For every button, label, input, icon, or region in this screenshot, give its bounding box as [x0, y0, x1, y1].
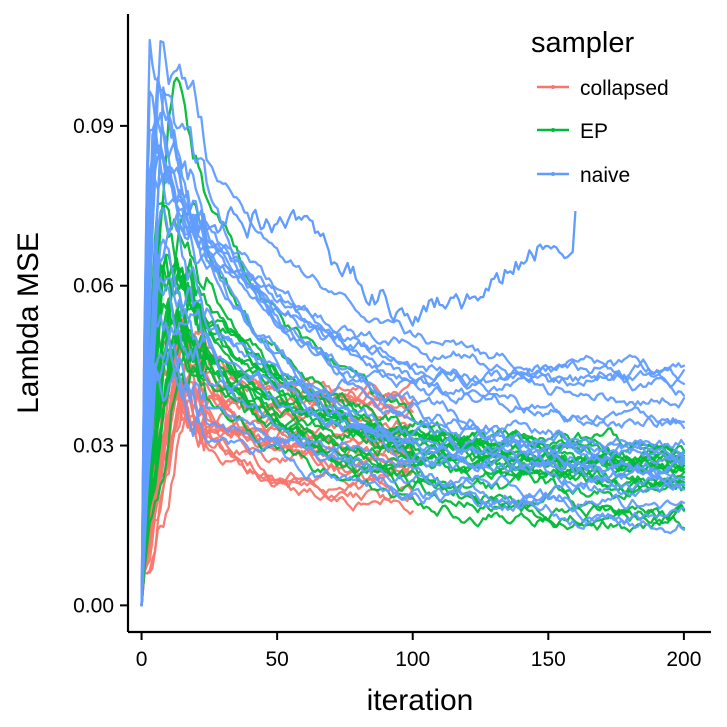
y-tick-label-0: 0.00	[73, 594, 114, 617]
legend-key-dot-ep	[551, 128, 555, 132]
series-line-naive-17	[140, 313, 686, 607]
x-tick-label-100: 100	[395, 648, 430, 671]
legend-title: sampler	[531, 27, 634, 59]
x-axis-title: iteration	[367, 684, 474, 717]
series-line-naive-19	[140, 369, 686, 607]
series-line-naive-15	[140, 76, 686, 607]
y-axis-title: Lambda MSE	[12, 232, 45, 414]
legend-label-naive: naive	[580, 164, 630, 187]
series-line-ep-18	[140, 328, 686, 607]
x-tick-label-200: 200	[666, 648, 701, 671]
series-layer	[140, 38, 686, 607]
series-line-naive-1	[140, 120, 686, 607]
series-line-naive-16	[140, 139, 686, 607]
x-ticks: 0 50 100 150 200	[136, 632, 701, 671]
y-ticks: 0.00 0.03 0.06 0.09	[73, 115, 128, 617]
series-line-naive-short-run	[140, 206, 577, 606]
legend-item-ep: EP	[537, 120, 608, 143]
x-tick-label-50: 50	[265, 648, 288, 671]
series-line-ep-3	[140, 333, 686, 607]
series-line-collapsed-20	[140, 390, 414, 607]
legend-label-collapsed: collapsed	[580, 77, 669, 100]
legend-item-naive: naive	[537, 164, 630, 187]
series-line-naive-5	[140, 125, 686, 607]
series-line-ep-19	[140, 297, 686, 607]
legend-label-ep: EP	[580, 120, 608, 143]
series-line-naive-7	[140, 144, 686, 607]
series-line-naive-20	[140, 153, 686, 607]
legend-key-dot-collapsed	[551, 85, 555, 89]
series-line-naive-11	[140, 276, 686, 607]
legend-key-dot-naive	[551, 172, 555, 176]
series-line-ep-16	[140, 76, 686, 607]
series-line-naive-2	[140, 90, 686, 607]
x-tick-label-0: 0	[136, 648, 148, 671]
series-line-naive-8	[140, 40, 686, 607]
legend-item-collapsed: collapsed	[537, 77, 669, 100]
y-tick-label-3: 0.09	[73, 115, 114, 138]
legend: sampler collapsed EP naive	[531, 27, 669, 187]
series-line-naive-18	[140, 326, 686, 607]
x-tick-label-150: 150	[531, 648, 566, 671]
y-tick-label-2: 0.06	[73, 275, 114, 298]
series-line-naive-9	[140, 238, 686, 607]
series-line-ep-1	[140, 255, 686, 607]
y-tick-label-1: 0.03	[73, 435, 114, 458]
